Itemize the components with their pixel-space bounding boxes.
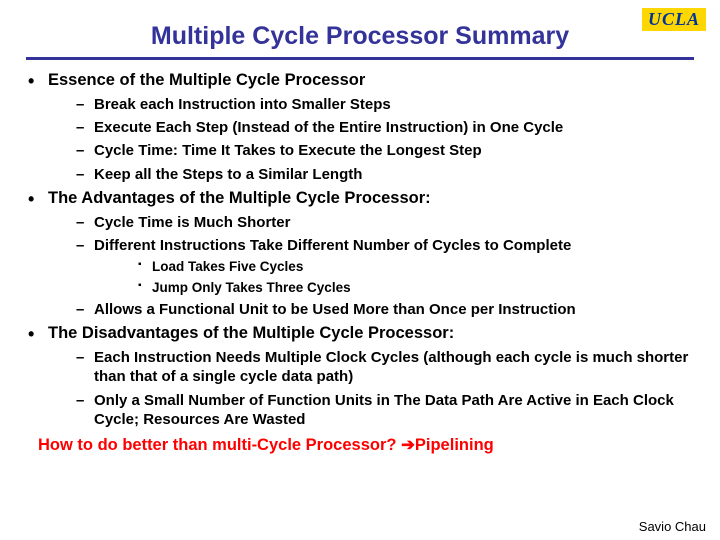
sub-bullet: Only a Small Number of Function Units in…	[48, 391, 706, 429]
sub-bullet: Cycle Time: Time It Takes to Execute the…	[48, 141, 706, 160]
highlight-line: How to do better than multi-Cycle Proces…	[14, 435, 706, 456]
sub-bullet: Break each Instruction into Smaller Step…	[48, 95, 706, 114]
bullet-label: The Disadvantages of the Multiple Cycle …	[48, 324, 454, 342]
slide-title: Multiple Cycle Processor Summary	[0, 0, 720, 57]
bullet-label: The Advantages of the Multiple Cycle Pro…	[48, 189, 431, 207]
sub-bullet: Execute Each Step (Instead of the Entire…	[48, 118, 706, 137]
sub-bullet-label: Different Instructions Take Different Nu…	[94, 237, 571, 254]
bullet-essence: Essence of the Multiple Cycle Processor …	[14, 70, 706, 184]
sub-bullet: Keep all the Steps to a Similar Length	[48, 165, 706, 184]
arrow-icon: ➔	[401, 436, 415, 454]
highlight-question: How to do better than multi-Cycle Proces…	[38, 436, 401, 454]
title-underline	[26, 57, 694, 60]
ucla-logo: UCLA	[642, 8, 706, 31]
author-name: Savio Chau	[639, 519, 706, 534]
bullet-disadvantages: The Disadvantages of the Multiple Cycle …	[14, 323, 706, 429]
sub-sub-bullet: Jump Only Takes Three Cycles	[94, 279, 706, 296]
sub-bullet: Allows a Functional Unit to be Used More…	[48, 300, 706, 319]
sub-bullet: Cycle Time is Much Shorter	[48, 213, 706, 232]
sub-bullet: Each Instruction Needs Multiple Clock Cy…	[48, 348, 706, 386]
slide-content: Essence of the Multiple Cycle Processor …	[0, 70, 720, 456]
sub-bullet: Different Instructions Take Different Nu…	[48, 236, 706, 296]
bullet-advantages: The Advantages of the Multiple Cycle Pro…	[14, 188, 706, 319]
highlight-answer: Pipelining	[415, 436, 494, 454]
bullet-label: Essence of the Multiple Cycle Processor	[48, 71, 365, 89]
sub-sub-bullet: Load Takes Five Cycles	[94, 258, 706, 275]
